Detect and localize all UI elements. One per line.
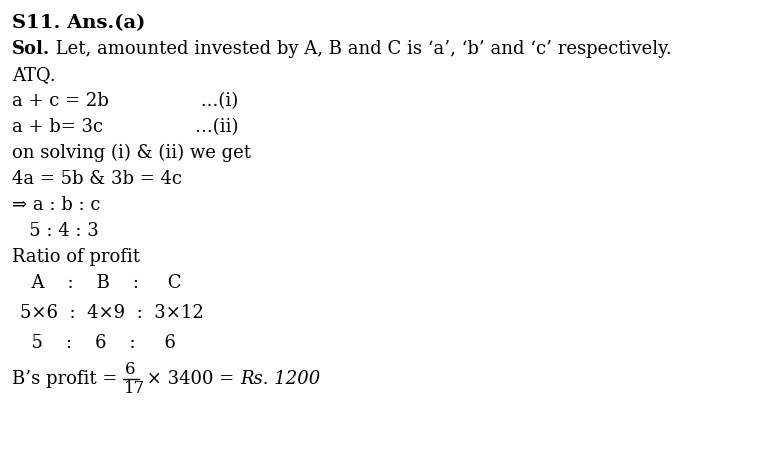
Text: Ratio of profit: Ratio of profit — [12, 248, 140, 266]
Text: a + b= 3c                ...(ii): a + b= 3c ...(ii) — [12, 118, 238, 136]
Text: Let, amounted invested by A, B and C is ‘a’, ‘b’ and ‘c’ respectively.: Let, amounted invested by A, B and C is … — [50, 40, 672, 58]
Text: a + c = 2b                ...(i): a + c = 2b ...(i) — [12, 92, 238, 110]
Text: 4a = 5b & 3b = 4c: 4a = 5b & 3b = 4c — [12, 170, 182, 188]
Text: 5 : 4 : 3: 5 : 4 : 3 — [12, 222, 99, 240]
Text: on solving (i) & (ii) we get: on solving (i) & (ii) we get — [12, 144, 251, 162]
Text: 6: 6 — [125, 361, 135, 378]
Text: ATQ.: ATQ. — [12, 66, 56, 84]
Text: ⇒ a : b : c: ⇒ a : b : c — [12, 196, 100, 214]
Text: × 3400 =: × 3400 = — [141, 370, 240, 388]
Text: 5    :    6    :     6: 5 : 6 : 6 — [20, 334, 176, 352]
Text: Sol.: Sol. — [12, 40, 50, 58]
Text: A    :    B    :     C: A : B : C — [20, 274, 182, 292]
Text: 5×6  :  4×9  :  3×12: 5×6 : 4×9 : 3×12 — [20, 304, 204, 322]
Text: Rs. 1200: Rs. 1200 — [240, 370, 320, 388]
Text: B’s profit =: B’s profit = — [12, 370, 123, 388]
Text: 17: 17 — [124, 381, 145, 397]
Text: S11. Ans.(a): S11. Ans.(a) — [12, 14, 145, 32]
